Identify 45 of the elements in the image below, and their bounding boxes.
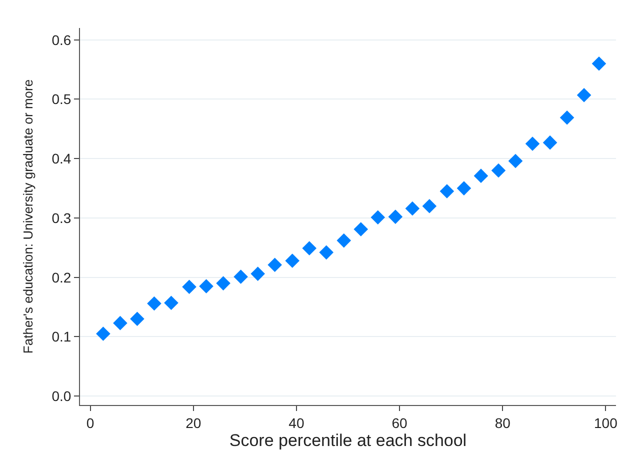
point [268, 258, 282, 272]
point [250, 266, 265, 281]
point [319, 245, 334, 260]
point [182, 280, 196, 294]
point [560, 110, 574, 125]
point [216, 276, 230, 290]
point [542, 135, 558, 150]
point [508, 154, 523, 168]
point [147, 296, 162, 311]
y-tick-label: 0.1 [52, 328, 72, 345]
y-tick-label: 0.0 [52, 388, 72, 404]
point [576, 88, 592, 102]
point [440, 184, 454, 198]
x-tick-label: 0 [86, 414, 94, 431]
x-tick-label: 20 [186, 414, 202, 431]
point [130, 312, 144, 326]
x-axis-title: Score percentile at each school [229, 430, 467, 450]
x-tick-label: 100 [594, 414, 618, 431]
y-tick-label: 0.2 [52, 269, 72, 286]
point [525, 136, 540, 151]
point [491, 163, 506, 178]
y-tick-label: 0.5 [52, 91, 72, 108]
x-tick-label: 60 [392, 414, 408, 431]
point [199, 279, 214, 294]
point [456, 181, 472, 196]
point [474, 168, 488, 183]
point [234, 270, 248, 284]
x-tick-label: 40 [288, 414, 304, 431]
y-tick-label: 0.4 [52, 150, 72, 167]
point [336, 233, 352, 248]
point [96, 326, 110, 341]
point [388, 210, 403, 224]
point [302, 241, 316, 256]
point [422, 198, 437, 214]
y-tick-label: 0.6 [52, 32, 72, 48]
point [405, 201, 420, 216]
point [285, 254, 300, 268]
point [354, 222, 368, 236]
y-tick-label: 0.3 [52, 210, 72, 226]
y-axis-title: Father's education: University graduate or more [20, 79, 36, 354]
point [592, 56, 606, 71]
point [164, 296, 178, 310]
x-tick-label: 80 [494, 414, 511, 431]
point [113, 316, 128, 330]
point [370, 210, 386, 225]
